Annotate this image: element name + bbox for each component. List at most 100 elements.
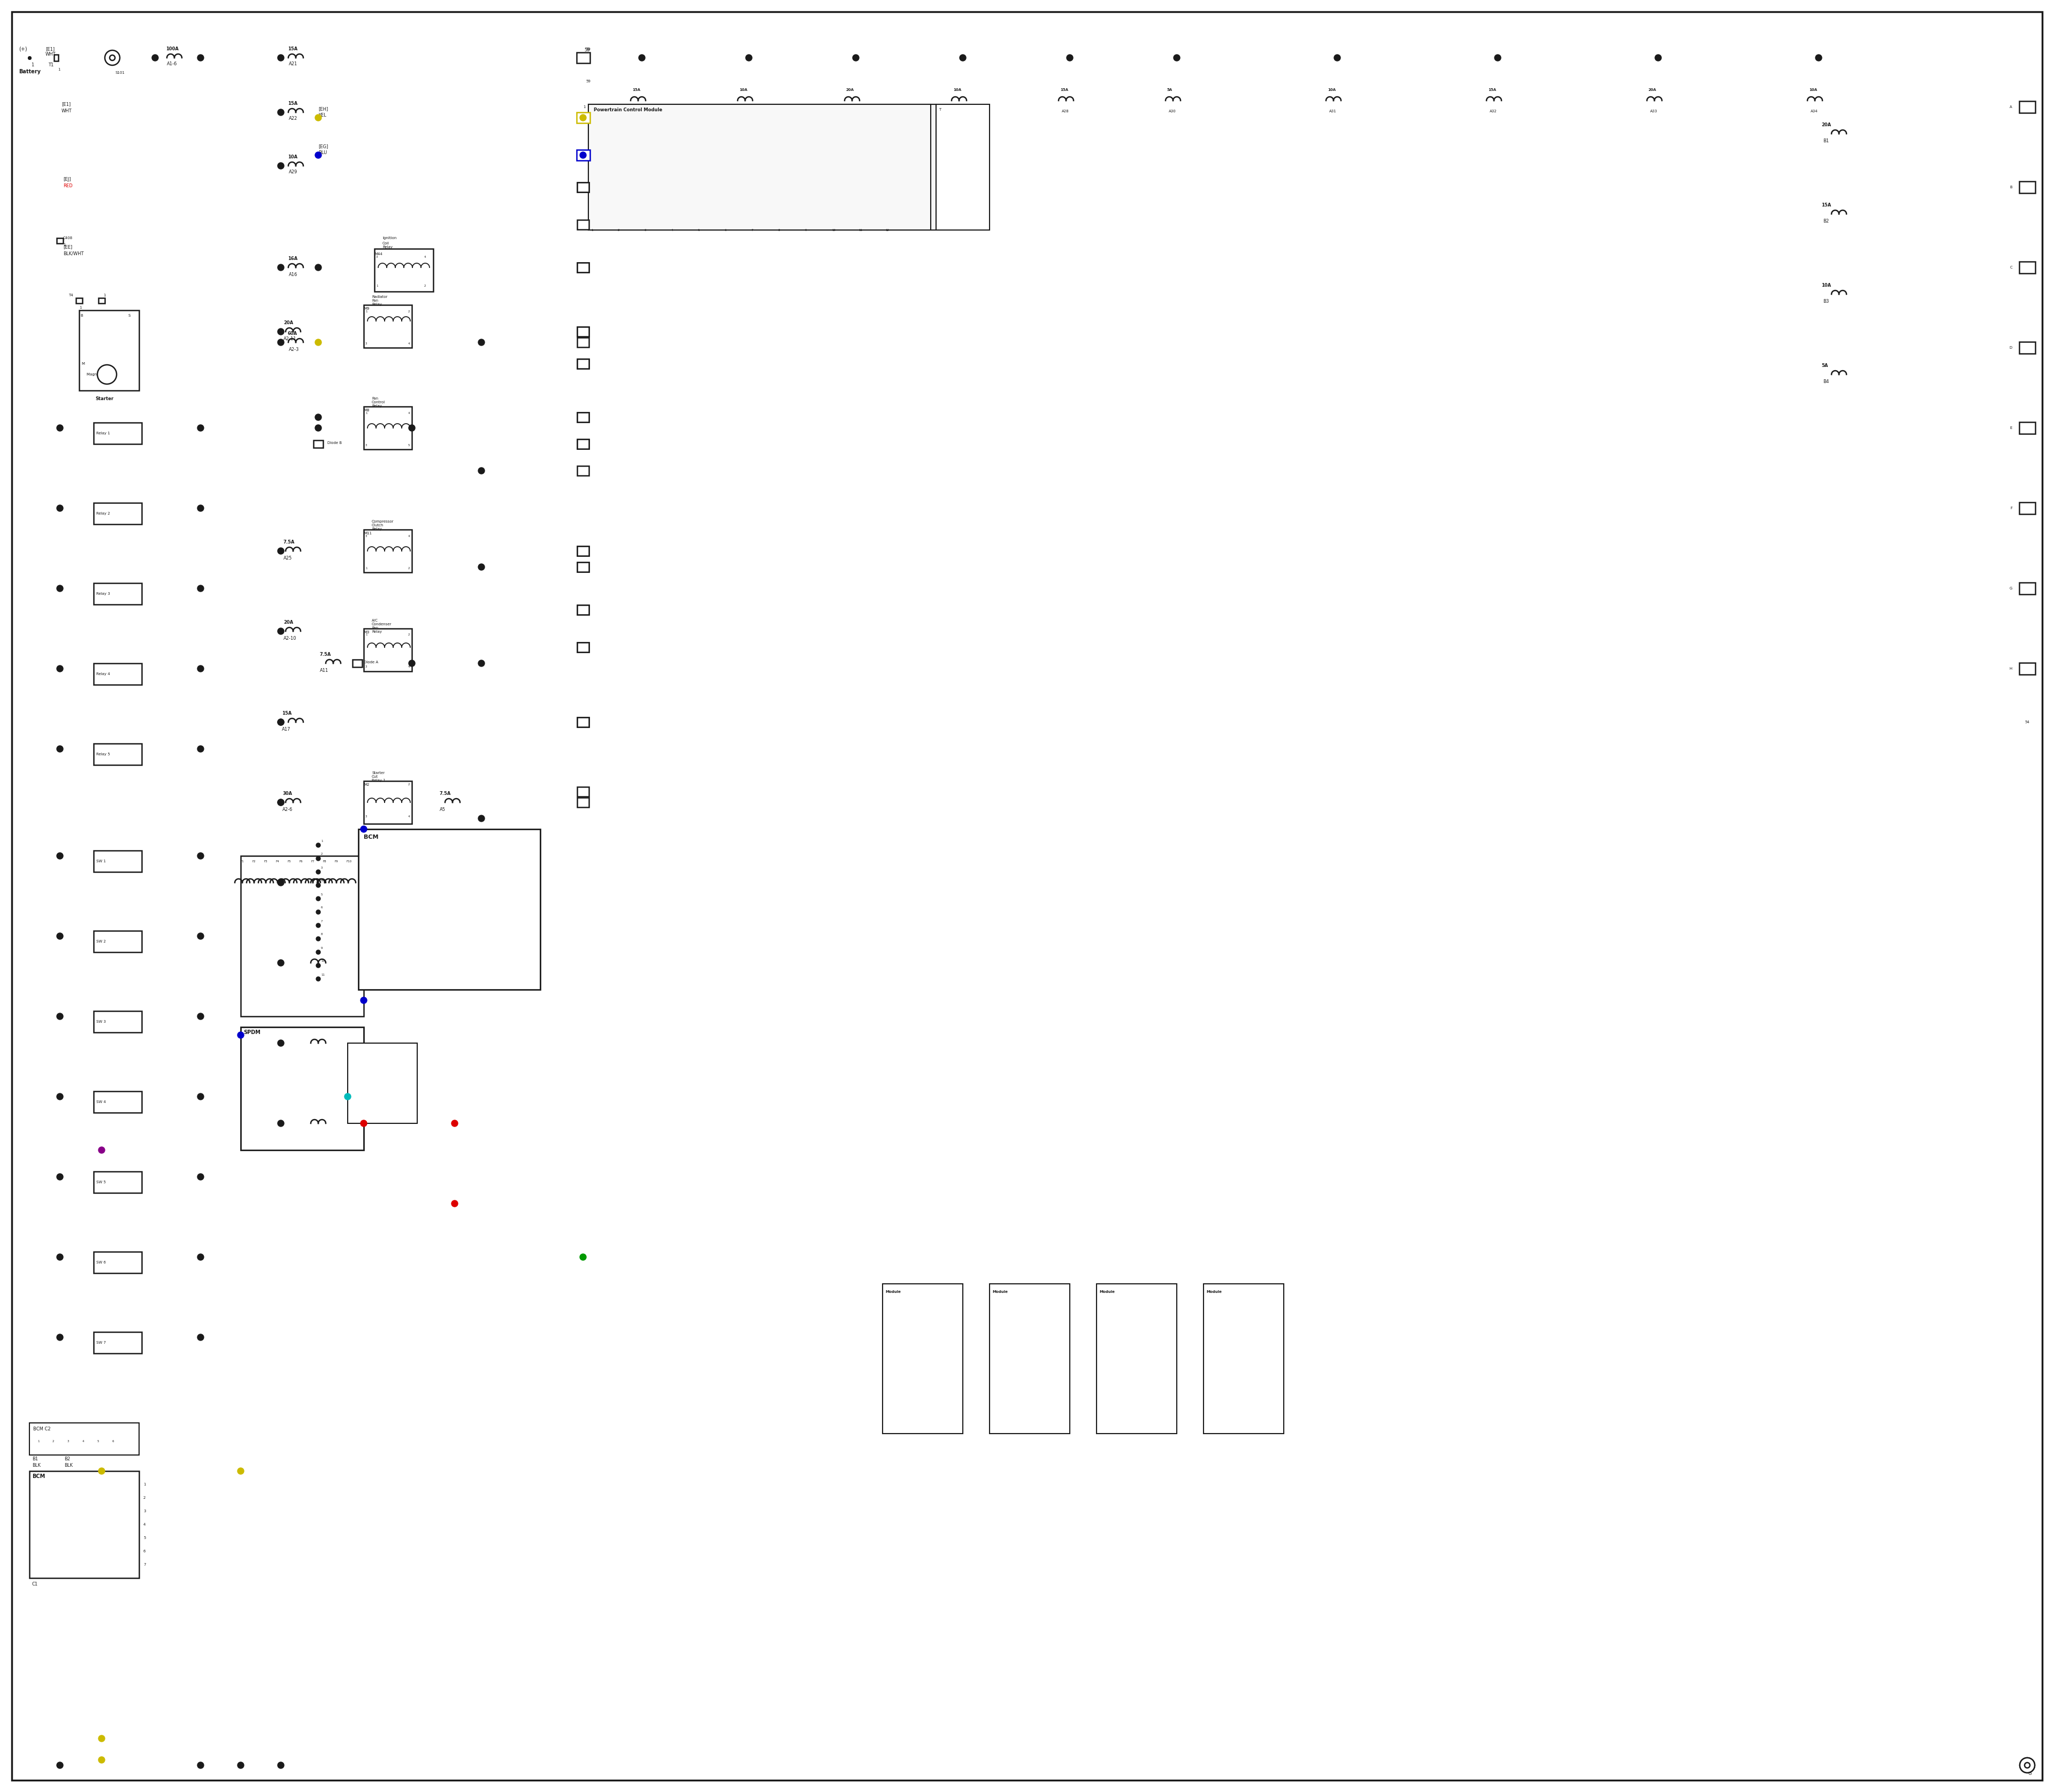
- Text: WHT: WHT: [45, 52, 55, 57]
- Text: SW 4: SW 4: [97, 1100, 107, 1104]
- Text: C1: C1: [33, 1582, 39, 1588]
- Text: B9: B9: [583, 550, 587, 552]
- Text: (+): (+): [18, 47, 27, 52]
- Text: Radiator: Radiator: [372, 296, 388, 299]
- Circle shape: [197, 1333, 203, 1340]
- Text: 59: 59: [585, 79, 589, 82]
- Bar: [577, 547, 589, 556]
- Text: 10A: 10A: [953, 88, 961, 91]
- Text: 10A: 10A: [1810, 88, 1818, 91]
- Bar: [94, 582, 142, 604]
- Bar: [1097, 1283, 1177, 1434]
- Text: A2-11: A2-11: [283, 337, 296, 342]
- Text: 7.5A: 7.5A: [283, 539, 296, 545]
- Text: M: M: [82, 362, 84, 366]
- Text: 7.5A: 7.5A: [320, 652, 331, 658]
- Circle shape: [452, 1120, 458, 1127]
- Bar: [577, 563, 589, 572]
- Text: A16: A16: [290, 272, 298, 278]
- Text: SW 5: SW 5: [97, 1181, 107, 1185]
- Text: BCM C2: BCM C2: [33, 1426, 51, 1432]
- Circle shape: [316, 896, 320, 901]
- Text: Relay: Relay: [372, 405, 382, 407]
- Circle shape: [277, 163, 283, 168]
- Bar: [374, 249, 433, 292]
- Text: 2: 2: [144, 1496, 146, 1500]
- Bar: [577, 358, 589, 369]
- Text: SW 7: SW 7: [97, 1340, 107, 1344]
- Bar: [577, 439, 589, 448]
- Text: 15A: 15A: [288, 102, 298, 106]
- Text: A2: A2: [583, 330, 587, 333]
- Circle shape: [579, 115, 585, 120]
- Circle shape: [238, 1468, 244, 1475]
- Bar: [2019, 502, 2036, 514]
- Bar: [587, 104, 937, 229]
- Bar: [577, 717, 589, 728]
- Circle shape: [746, 54, 752, 61]
- Circle shape: [238, 1032, 244, 1038]
- Circle shape: [58, 1012, 64, 1020]
- Bar: [80, 310, 140, 391]
- Text: A17: A17: [281, 728, 292, 733]
- Text: Fan: Fan: [372, 396, 378, 400]
- Bar: [353, 659, 362, 667]
- Circle shape: [639, 54, 645, 61]
- Text: D: D: [2009, 346, 2013, 349]
- Circle shape: [99, 1735, 105, 1742]
- Circle shape: [2019, 1758, 2036, 1772]
- Text: YEL: YEL: [318, 113, 327, 118]
- Text: Diode A: Diode A: [364, 661, 378, 663]
- Text: Cut: Cut: [372, 776, 378, 778]
- Text: A33: A33: [1649, 109, 1658, 113]
- Circle shape: [277, 719, 283, 726]
- Circle shape: [197, 54, 203, 61]
- Text: Relay 5: Relay 5: [97, 753, 111, 756]
- Text: Diode B: Diode B: [327, 441, 341, 444]
- Text: F4: F4: [275, 860, 279, 862]
- Circle shape: [197, 1174, 203, 1181]
- Text: Clutch: Clutch: [372, 523, 384, 527]
- Text: A5: A5: [440, 808, 446, 812]
- Text: 2: 2: [626, 106, 629, 109]
- Bar: [357, 830, 540, 989]
- Text: Relay: Relay: [382, 246, 392, 249]
- Text: RED: RED: [64, 183, 72, 188]
- Circle shape: [316, 869, 320, 874]
- Bar: [577, 787, 589, 796]
- Text: M11: M11: [364, 532, 372, 536]
- Text: 20A: 20A: [1822, 124, 1830, 127]
- Circle shape: [579, 152, 585, 158]
- Bar: [577, 797, 589, 806]
- Text: Relay 1: Relay 1: [97, 432, 111, 435]
- Text: A: A: [2009, 106, 2013, 109]
- Text: M8: M8: [364, 409, 370, 412]
- Text: [EJ]: [EJ]: [64, 177, 70, 181]
- Text: Compressor: Compressor: [372, 520, 394, 523]
- Bar: [577, 547, 589, 556]
- Text: Fan: Fan: [372, 299, 378, 303]
- Text: B4: B4: [1824, 380, 1828, 383]
- Text: Module: Module: [992, 1290, 1009, 1294]
- Circle shape: [97, 366, 117, 383]
- Text: H: H: [2009, 667, 2013, 670]
- Text: Relay 1: Relay 1: [372, 780, 386, 781]
- Text: 20A: 20A: [1649, 88, 1658, 91]
- Bar: [314, 441, 322, 448]
- Bar: [2019, 663, 2036, 674]
- Text: BLU: BLU: [318, 151, 327, 156]
- Text: 1: 1: [31, 63, 33, 68]
- Text: Powertrain Control Module: Powertrain Control Module: [594, 108, 661, 113]
- Text: 5A: 5A: [1167, 88, 1173, 91]
- Text: [EE]: [EE]: [64, 246, 72, 249]
- Text: 8: 8: [883, 106, 885, 109]
- Text: 12: 12: [885, 229, 889, 231]
- Circle shape: [316, 937, 320, 941]
- Circle shape: [58, 425, 64, 432]
- Text: A30: A30: [1169, 109, 1177, 113]
- Bar: [577, 263, 589, 272]
- Text: Control: Control: [372, 401, 386, 403]
- Text: WHT: WHT: [62, 108, 72, 113]
- Circle shape: [314, 339, 322, 346]
- Text: F6: F6: [300, 860, 304, 862]
